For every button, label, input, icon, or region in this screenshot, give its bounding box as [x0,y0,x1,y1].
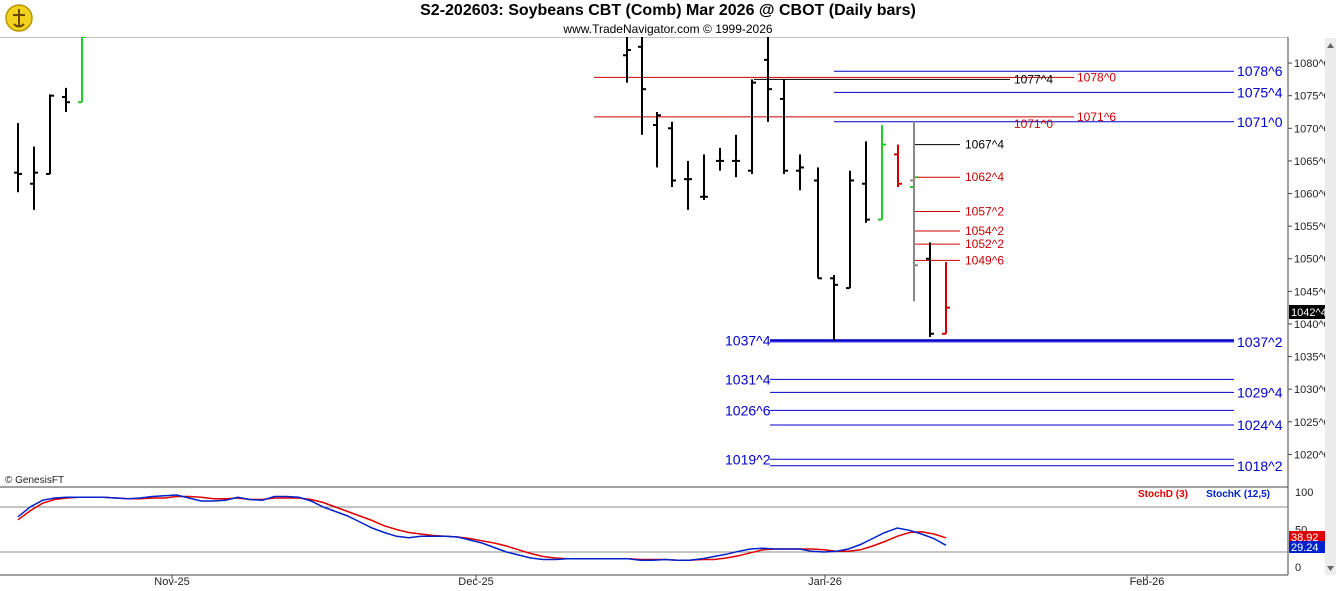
stoch-last-label: 29.24 [1291,542,1319,554]
price-tick-label: 1045^0 [1294,286,1330,298]
price-tick-label: 1065^0 [1294,156,1330,168]
ohlc-bar [30,146,38,210]
chart-header: S2-202603: Soybeans CBT (Comb) Mar 2026 … [0,0,1336,37]
level-label: 1071^6 [1077,110,1116,124]
ohlc-bar [700,154,708,201]
stoch-legend-d: StochD (3) [1138,489,1188,500]
stoch-last-tag [1289,541,1325,553]
stoch-line-k [17,494,947,562]
price-axis-ticks: 1020^0 1025^0 1030^0 1035^0 1040^0 1045^0 1050… [1288,58,1330,461]
ohlc-bar [732,134,740,178]
price-tick-label: 1025^0 [1294,417,1330,429]
scroll-up-icon[interactable] [1327,43,1334,48]
ohlc-bar [78,37,86,104]
level-label: 1026^6 [725,402,771,418]
ohlc-bar [748,79,756,174]
chart-title: S2-202603: Soybeans CBT (Comb) Mar 2026 … [420,2,916,19]
level-label: 1057^2 [965,204,1004,218]
chart-subtitle: www.TradeNavigator.com © 1999-2026 [563,22,773,36]
ohlc-bar [684,160,692,210]
stoch-last-tag [1289,531,1325,543]
level-label: 1078^6 [1237,63,1283,79]
level-label: 1037^2 [1237,334,1283,350]
level-label: 1029^4 [1237,384,1283,400]
level-label: 1075^4 [1237,84,1283,100]
ohlc-bar [780,79,788,174]
price-panel-background [0,37,1288,487]
ohlc-bar [668,121,676,187]
ohlc-bar [46,94,54,175]
ohlc-bar [862,141,870,223]
stoch-legend-k: StochK (12,5) [1206,489,1270,500]
level-label: 1078^0 [1077,70,1116,84]
time-tick-label: Jan-26 [808,576,842,588]
level-label: 1071^0 [1014,117,1053,131]
price-tick-label: 1030^0 [1294,384,1330,396]
level-label: 1071^0 [1237,114,1283,130]
time-tick-label: Dec-25 [458,576,493,588]
trade-navigator-logo-icon [5,4,33,32]
ohlc-bar [653,112,661,168]
last-price-tag [1289,305,1325,319]
level-label: 1062^4 [965,170,1004,184]
last-price-label: 1042^4 [1291,307,1327,319]
ohlc-bar [638,37,646,135]
level-label: 1018^2 [1237,458,1283,474]
ohlc-bar [830,275,838,341]
price-tick-label: 1080^0 [1294,58,1330,70]
price-tick-label: 1070^0 [1294,123,1330,135]
price-chart[interactable]: 1078^6 1075^4 1071^0 1037^4 1037^2 1031^4 1029… [0,37,1336,591]
price-tick-label: 1050^0 [1294,254,1330,266]
level-label: 1037^4 [725,332,771,348]
ohlc-bar [942,262,950,335]
level-label: 1052^2 [965,237,1004,251]
ohlc-bar [910,121,918,302]
ohlc-bar [764,37,772,122]
levels-layer: 1078^6 1075^4 1071^0 1037^4 1037^2 1031^4 1029… [594,63,1283,474]
stoch-tick-label: 100 [1295,487,1313,499]
ohlc-bar [894,144,902,187]
level-label: 1077^4 [1014,72,1053,86]
ohlc-bar [716,147,724,171]
time-tick-label: Nov-25 [154,576,189,588]
time-tick-label: Feb-26 [1130,576,1165,588]
level-label: 1054^2 [965,224,1004,238]
price-tick-label: 1075^0 [1294,91,1330,103]
level-label: 1049^6 [965,253,1004,267]
scroll-down-icon[interactable] [1327,566,1334,571]
ohlc-bar [623,37,631,83]
ohlc-bar [62,87,70,112]
ohlc-bar [846,170,854,290]
ohlc-bar [14,123,22,193]
vertical-scrollbar[interactable] [1325,38,1336,575]
ohlc-bar [814,167,822,280]
price-tick-label: 1040^0 [1294,319,1330,331]
level-label: 1024^4 [1237,417,1283,433]
ohlc-bar [796,154,804,191]
genesis-watermark: © GenesisFT [5,475,64,486]
price-tick-label: 1055^0 [1294,221,1330,233]
time-axis-ticks: Nov-25 Dec-25 Jan-26 Feb-26 [154,575,1164,588]
ohlc-bar [926,242,934,337]
ohlc-bar [878,125,886,221]
level-label: 1031^4 [725,371,771,387]
price-bars [14,37,950,341]
level-label: 1019^2 [725,451,771,467]
price-tick-label: 1060^0 [1294,189,1330,201]
price-tick-label: 1035^0 [1294,352,1330,364]
stoch-tick-label: 0 [1295,562,1301,574]
price-tick-label: 1020^0 [1294,449,1330,461]
level-label: 1067^4 [965,138,1004,152]
